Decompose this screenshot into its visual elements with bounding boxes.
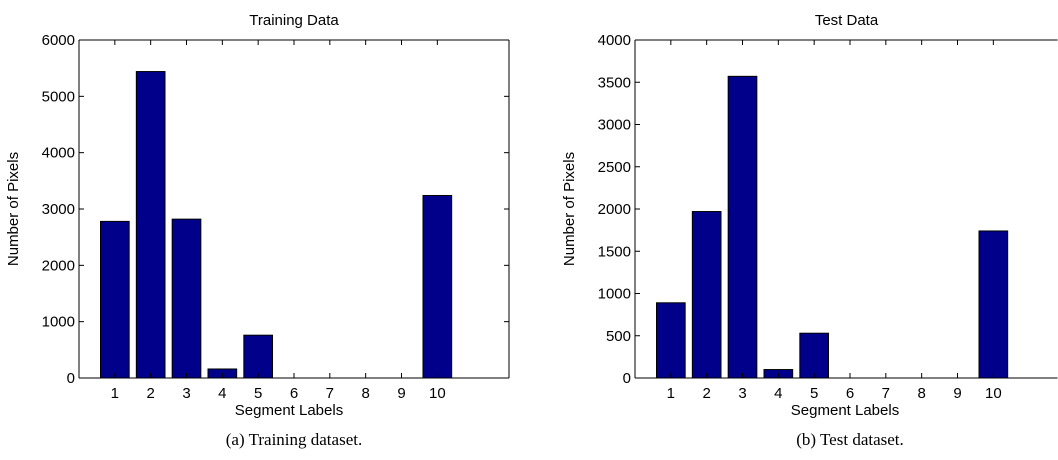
chart-title: Test Data [815,12,879,29]
y-axis-label: Number of Pixels [5,152,22,266]
y-tick-label: 0 [623,370,631,387]
y-axis-label: Number of Pixels [561,152,578,266]
bar-10 [978,230,1009,379]
x-tick-label: 10 [985,385,1002,402]
x-tick-label: 8 [361,385,369,402]
y-tick-label: 4000 [598,32,631,49]
y-tick-label: 2000 [598,201,631,218]
x-tick-label: 9 [397,385,405,402]
y-tick-label: 2500 [598,159,631,176]
x-tick-label: 2 [146,385,154,402]
bar-5 [243,334,273,379]
x-tick-label: 1 [111,385,119,402]
x-tick-label: 5 [810,385,818,402]
x-tick-label: 9 [953,385,961,402]
bar-10 [422,194,453,379]
x-tick-label: 1 [667,385,675,402]
y-tick-label: 1500 [598,243,631,260]
x-tick-label: 5 [254,385,262,402]
x-tick-label: 8 [917,385,925,402]
x-tick-label: 10 [429,385,446,402]
x-tick-label: 7 [882,385,890,402]
x-tick-label: 3 [738,385,746,402]
y-tick-label: 3000 [598,117,631,134]
x-axis-label: Segment Labels [791,402,899,419]
figure-caption: (a) Training dataset. [226,430,362,449]
bar-2 [135,71,166,379]
y-tick-label: 0 [67,370,75,387]
x-tick-label: 7 [326,385,334,402]
y-tick-label: 500 [606,328,631,345]
figure-caption: (b) Test dataset. [796,430,904,449]
y-tick-label: 3500 [598,74,631,91]
y-tick-label: 5000 [42,88,75,105]
bar-3 [171,218,202,379]
y-tick-label: 3000 [42,201,75,218]
bar-1 [656,302,686,379]
x-tick-label: 6 [290,385,298,402]
y-tick-label: 6000 [42,32,75,49]
bar-3 [727,75,758,379]
y-tick-label: 1000 [42,314,75,331]
y-tick-label: 4000 [42,145,75,162]
x-tick-label: 4 [218,385,226,402]
chart-title: Training Data [249,12,339,29]
x-tick-label: 2 [702,385,710,402]
x-axis-label: Segment Labels [235,402,343,419]
bar-1 [100,220,130,379]
x-tick-label: 3 [182,385,190,402]
y-tick-label: 1000 [598,286,631,303]
x-tick-label: 4 [774,385,782,402]
bar-5 [799,332,829,379]
bar-2 [691,211,722,379]
x-tick-label: 6 [846,385,854,402]
y-tick-label: 2000 [42,257,75,274]
